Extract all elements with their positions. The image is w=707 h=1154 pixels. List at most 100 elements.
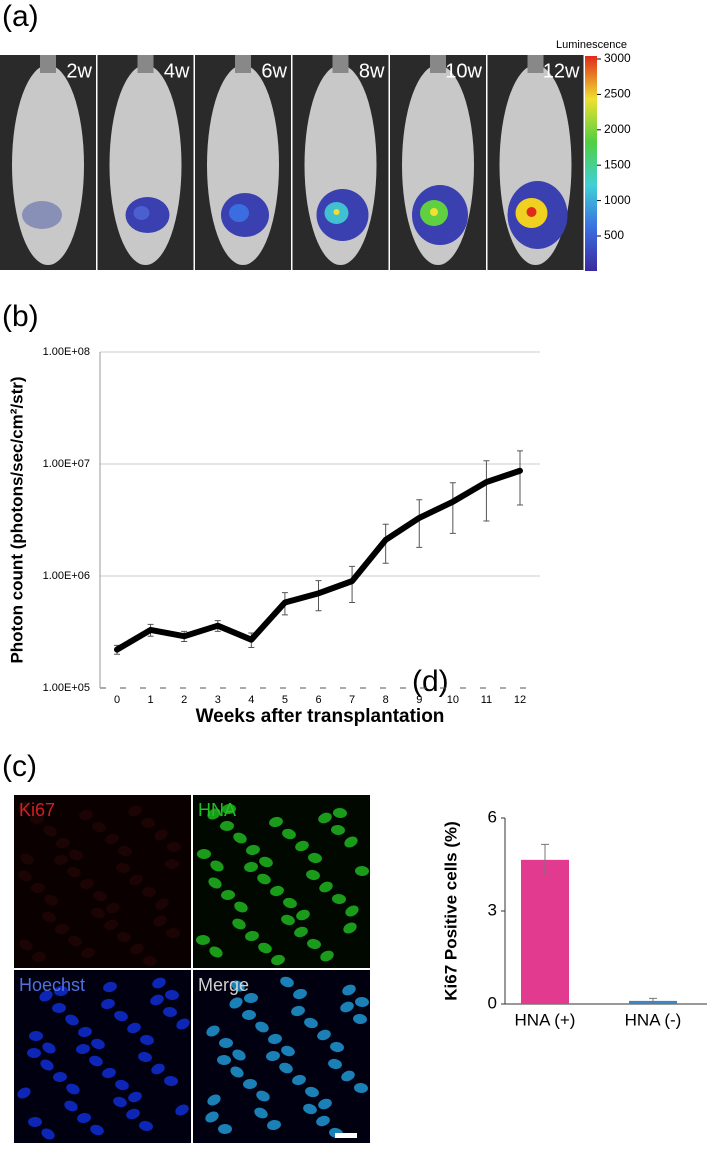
x-tick-label: 3: [215, 694, 221, 706]
signal: [22, 201, 62, 229]
nucleus: [295, 840, 309, 852]
nucleus: [30, 813, 44, 825]
time-label: 2w: [66, 60, 92, 82]
nucleus: [41, 1128, 55, 1140]
mouse-body: [12, 65, 84, 265]
nucleus: [306, 869, 320, 881]
channel-label: Ki67: [19, 800, 55, 820]
nucleus: [154, 829, 168, 841]
nucleus: [127, 1022, 141, 1034]
time-label: 12w: [543, 60, 580, 82]
x-tick-label: 10: [447, 694, 459, 706]
nucleus: [206, 1025, 220, 1037]
error-bar: [416, 499, 423, 548]
signal-core: [133, 206, 150, 220]
nucleus: [54, 985, 68, 997]
nucleus: [42, 1042, 56, 1054]
mouse-nose: [235, 55, 251, 73]
nucleus: [243, 1078, 257, 1090]
nucleus: [342, 984, 356, 996]
mouse-nose: [430, 55, 446, 73]
nucleus: [222, 803, 236, 815]
nucleus: [27, 1047, 41, 1059]
nucleus: [233, 832, 247, 844]
nucleus: [176, 1018, 190, 1030]
nucleus: [90, 1124, 104, 1136]
nucleus: [270, 885, 284, 897]
error-bar: [449, 482, 456, 534]
nucleus: [254, 1107, 268, 1119]
nucleus: [267, 1119, 281, 1131]
nucleus: [328, 1058, 342, 1070]
colorbar: [585, 56, 597, 271]
nucleus: [330, 1041, 344, 1053]
y-tick-label: 1.00E+05: [43, 682, 90, 694]
nucleus: [91, 907, 105, 919]
nucleus: [303, 1103, 317, 1115]
nucleus: [117, 931, 131, 943]
y-axis-label: Ki67 Positive cells (%): [441, 821, 460, 1001]
nucleus: [210, 860, 224, 872]
x-tick-label: 2: [181, 694, 187, 706]
nucleus: [281, 914, 295, 926]
nucleus: [269, 816, 283, 828]
nucleus: [355, 996, 369, 1008]
nucleus: [232, 1049, 246, 1061]
nucleus: [31, 882, 45, 894]
y-axis-label: Photon count (photons/sec/cm²/str): [7, 376, 26, 663]
nucleus: [205, 1111, 219, 1123]
nucleus: [138, 1051, 152, 1063]
nucleus: [318, 1098, 332, 1110]
nucleus: [93, 890, 107, 902]
nucleus: [92, 821, 106, 833]
x-tick-label: 0: [114, 694, 120, 706]
nucleus: [89, 1055, 103, 1067]
nucleus: [340, 1001, 354, 1013]
nucleus: [281, 1045, 295, 1057]
nucleus: [167, 842, 181, 852]
channel-label: Merge: [198, 975, 249, 995]
nucleus: [341, 1070, 355, 1082]
nucleus: [316, 1115, 330, 1127]
nucleus: [40, 1059, 54, 1071]
nucleus: [116, 862, 130, 874]
nucleus: [245, 930, 259, 942]
nucleus: [153, 915, 167, 927]
colorbar-tick-label: 1500: [604, 157, 631, 171]
nucleus: [333, 807, 347, 819]
nucleus: [44, 894, 58, 906]
nucleus: [103, 981, 117, 993]
nucleus: [291, 1005, 305, 1017]
nucleus: [130, 943, 144, 955]
x-axis-label: Weeks after transplantation: [196, 706, 445, 727]
channel-label: HNA: [198, 800, 236, 820]
nucleus: [220, 820, 234, 832]
x-tick-label: 5: [282, 694, 288, 706]
x-tick-label: 12: [514, 694, 526, 706]
x-tick-label: 11: [481, 694, 492, 706]
colorbar-tick-label: 2000: [604, 122, 631, 136]
colorbar-title: Luminescence: [556, 39, 627, 51]
nucleus: [17, 801, 31, 813]
nucleus: [77, 1112, 91, 1124]
nucleus: [65, 1014, 79, 1026]
error-bar: [483, 460, 490, 522]
nucleus: [118, 845, 132, 857]
nucleus: [39, 990, 53, 1002]
nucleus: [207, 808, 221, 820]
nucleus: [28, 1116, 42, 1128]
nucleus: [232, 918, 246, 930]
colorbar-tick-label: 3000: [604, 51, 631, 65]
mouse-nose: [332, 55, 349, 73]
nucleus: [234, 901, 248, 913]
error-bar: [349, 565, 356, 603]
time-label: 8w: [359, 60, 385, 82]
nucleus: [320, 950, 334, 962]
mouse-nose: [527, 55, 544, 73]
mouse-body: [109, 65, 182, 265]
nucleus: [217, 1054, 231, 1066]
nucleus: [231, 980, 245, 992]
nucleus: [17, 1087, 31, 1099]
nucleus: [163, 1006, 177, 1018]
nucleus: [256, 1090, 270, 1102]
